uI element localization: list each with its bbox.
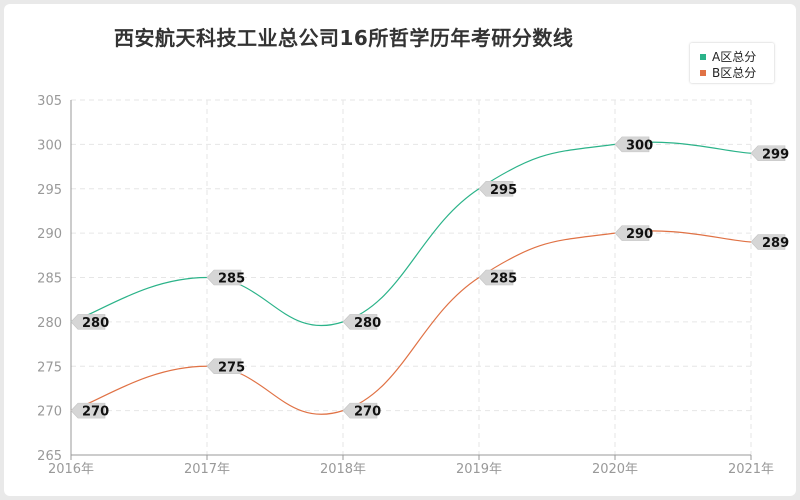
x-tick-label: 2021年 — [728, 462, 774, 477]
y-tick-label: 270 — [37, 405, 62, 420]
x-tick-label: 2020年 — [592, 462, 638, 477]
legend-item-a[interactable]: A区总分 — [700, 48, 756, 65]
legend-swatch-a — [700, 53, 706, 60]
legend-item-b[interactable]: B区总分 — [700, 64, 756, 81]
y-tick-label: 275 — [37, 360, 62, 375]
data-label: 300 — [626, 138, 653, 153]
legend-label-b: B区总分 — [712, 66, 757, 80]
data-label-tag — [342, 402, 378, 419]
series-line-b — [70, 230, 752, 415]
data-label: 299 — [762, 147, 789, 162]
data-label: 270 — [82, 405, 109, 420]
data-label: 290 — [626, 227, 653, 242]
legend: A区总分 B区总分 — [690, 43, 774, 83]
data-label-tag — [614, 136, 650, 153]
y-tick-label: 280 — [37, 316, 62, 331]
data-label-tag — [342, 314, 378, 330]
data-label-tag — [478, 180, 514, 197]
y-tick-label: 265 — [37, 449, 62, 464]
data-label: 270 — [354, 405, 381, 420]
data-label-tag — [206, 358, 242, 375]
y-tick-label: 295 — [37, 183, 62, 198]
x-tick-label: 2019年 — [456, 462, 502, 477]
chart-panel — [4, 4, 796, 496]
data-label: 285 — [490, 272, 517, 287]
data-label: 289 — [762, 236, 789, 251]
y-tick-label: 285 — [37, 272, 62, 287]
legend-swatch-b — [700, 69, 706, 76]
y-tick-label: 300 — [37, 138, 62, 153]
data-label: 280 — [82, 316, 109, 331]
legend-label-a: A区总分 — [712, 50, 757, 64]
data-label-tag — [478, 269, 514, 286]
data-label-tag — [70, 402, 106, 419]
data-label-tag — [750, 145, 786, 162]
x-tick-label: 2016年 — [48, 462, 94, 477]
data-label: 280 — [354, 316, 381, 331]
data-label: 295 — [490, 183, 517, 198]
data-label-tag — [206, 269, 242, 286]
y-tick-label: 290 — [37, 227, 62, 242]
data-label-tag — [750, 234, 786, 250]
data-label-tag — [70, 314, 106, 330]
data-label-tag — [614, 225, 650, 241]
x-tick-label: 2018年 — [320, 462, 366, 477]
y-tick-label: 305 — [37, 94, 62, 109]
data-label: 285 — [218, 272, 245, 287]
data-label: 275 — [218, 360, 245, 375]
x-tick-label: 2017年 — [184, 462, 230, 477]
chart-title: 西安航天科技工业总公司16所哲学历年考研分数线 — [114, 26, 574, 50]
